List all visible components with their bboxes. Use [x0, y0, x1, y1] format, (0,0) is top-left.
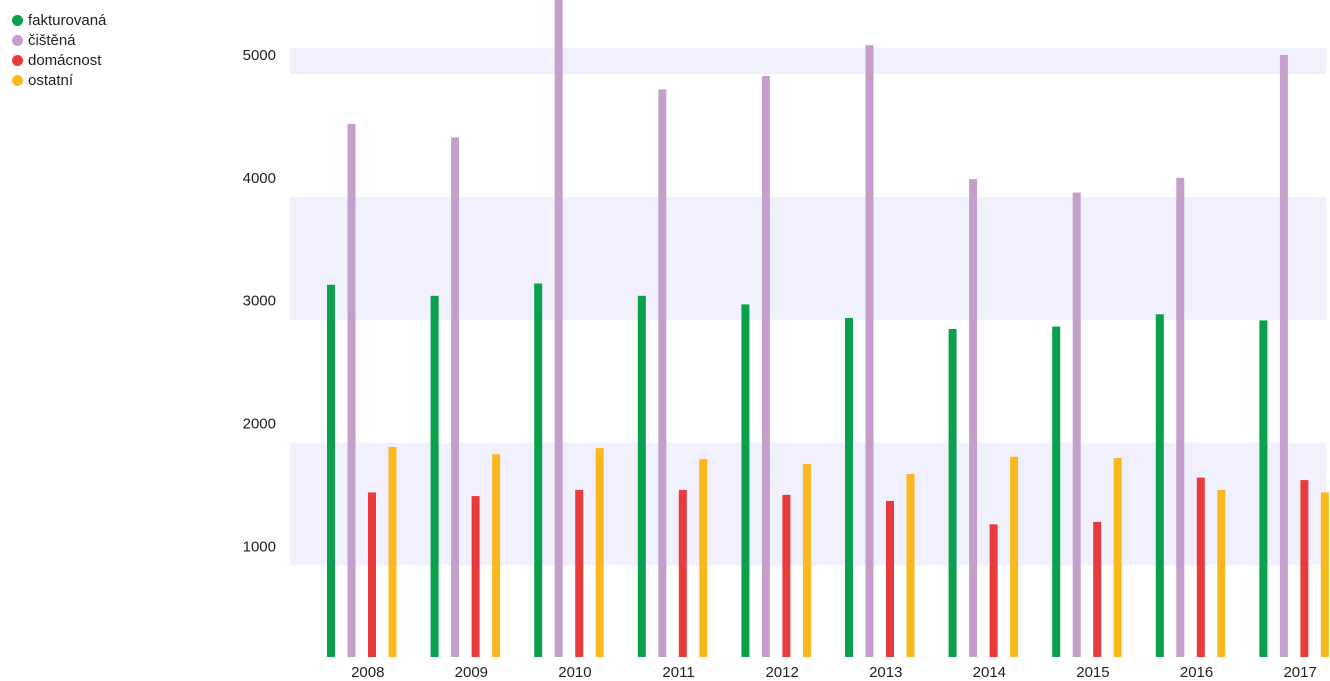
legend-item-domacnost[interactable]: domácnost [12, 50, 106, 70]
bar[interactable] [989, 524, 998, 657]
x-tick-label: 2014 [973, 664, 1006, 681]
bar[interactable] [451, 137, 460, 658]
legend-label: fakturovaná [28, 11, 107, 29]
bar[interactable] [658, 89, 667, 658]
bar[interactable] [865, 45, 874, 657]
legend-dot-icon [12, 54, 23, 66]
legend-dot-icon [12, 34, 23, 46]
bar[interactable] [1010, 456, 1019, 657]
bar[interactable] [1300, 480, 1309, 657]
y-tick-label: 2000 [243, 416, 276, 433]
bar[interactable] [637, 295, 646, 657]
bar[interactable] [1176, 177, 1185, 657]
y-tick-label: 5000 [243, 47, 276, 64]
bar[interactable] [368, 492, 376, 657]
y-axis-ticks: 1000 2000 3000 4000 5000 [243, 47, 276, 555]
y-tick-label: 1000 [243, 538, 276, 555]
bar[interactable] [802, 464, 811, 657]
x-tick-label: 2008 [351, 664, 384, 681]
bar[interactable] [347, 123, 356, 658]
grid-band [290, 48, 1326, 75]
x-tick-label: 2013 [869, 664, 902, 681]
legend-label: domácnost [28, 51, 102, 69]
bar[interactable] [1217, 489, 1226, 657]
bar[interactable] [492, 454, 501, 657]
x-tick-label: 2017 [1283, 664, 1316, 681]
x-tick-label: 2010 [558, 664, 591, 681]
bar[interactable] [595, 448, 604, 657]
bar[interactable] [471, 496, 480, 657]
x-tick-label: 2015 [1076, 664, 1109, 681]
x-tick-label: 2016 [1180, 664, 1213, 681]
bar[interactable] [327, 284, 335, 657]
bar[interactable] [699, 459, 708, 657]
bar[interactable] [845, 317, 853, 657]
x-tick-label: 2012 [765, 664, 798, 681]
bar[interactable] [388, 446, 397, 657]
bar[interactable] [1113, 457, 1122, 657]
bar[interactable] [741, 304, 750, 657]
y-tick-label: 3000 [243, 293, 276, 310]
bar[interactable] [948, 328, 957, 657]
bar[interactable] [430, 295, 439, 657]
bar[interactable] [534, 283, 543, 657]
bar[interactable] [575, 489, 584, 657]
legend-dot-icon [12, 14, 23, 26]
bar[interactable] [554, 0, 563, 657]
bar[interactable] [1259, 320, 1268, 657]
bar[interactable] [1320, 492, 1329, 657]
legend-item-cistena[interactable]: čištěná [12, 30, 106, 50]
bar[interactable] [1279, 55, 1288, 658]
chart-bars [327, 0, 1329, 658]
x-axis-ticks: 2008 2009 2010 2011 2012 2013 2014 2015 2016 2017 [351, 664, 1317, 681]
bar[interactable] [1196, 477, 1205, 657]
grid-band [290, 196, 1326, 320]
x-tick-label: 2011 [662, 664, 694, 681]
bar[interactable] [678, 489, 687, 657]
bar[interactable] [1093, 521, 1102, 657]
bar[interactable] [761, 75, 770, 658]
bar[interactable] [1052, 326, 1061, 657]
x-tick-label: 2009 [455, 664, 488, 681]
legend-label: čištěná [28, 31, 76, 49]
y-tick-label: 4000 [243, 170, 276, 187]
bar[interactable] [886, 500, 894, 657]
legend-item-fakturovana[interactable]: fakturovaná [12, 10, 106, 30]
chart-legend: fakturovaná čištěná domácnost ostatní [12, 10, 106, 90]
bar[interactable] [1072, 192, 1081, 657]
bar[interactable] [1155, 314, 1164, 657]
legend-dot-icon [12, 74, 23, 86]
legend-label: ostatní [28, 71, 74, 89]
legend-item-ostatni[interactable]: ostatní [12, 70, 106, 90]
bar[interactable] [906, 473, 915, 657]
bar[interactable] [782, 494, 791, 657]
bar[interactable] [969, 179, 978, 657]
